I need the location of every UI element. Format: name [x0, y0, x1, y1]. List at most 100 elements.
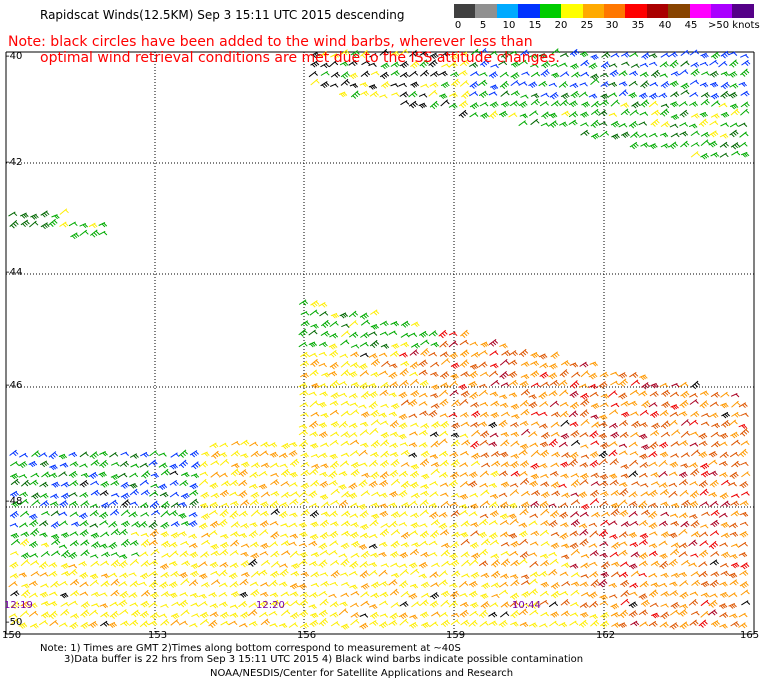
wind-barb — [30, 571, 40, 577]
wind-barb — [529, 442, 539, 448]
wind-barb — [88, 471, 98, 479]
scale-label: 0 — [454, 20, 462, 31]
wind-barb — [400, 591, 410, 598]
wind-barb — [250, 450, 260, 458]
wind-barb — [108, 499, 119, 506]
wind-barb — [500, 451, 509, 458]
wind-barb — [289, 591, 299, 597]
wind-barb — [700, 524, 709, 529]
wind-barb — [658, 92, 668, 99]
wind-barb — [611, 133, 620, 140]
wind-barb — [459, 412, 469, 418]
wind-barb — [469, 81, 479, 89]
color-scale-labels: 0 5 10 15 20 25 30 35 40 45 >50 knots — [454, 18, 760, 32]
wind-barb — [730, 142, 740, 150]
wind-barb — [598, 433, 608, 440]
wind-barb — [360, 490, 370, 497]
wind-barb — [450, 362, 460, 370]
wind-barb — [429, 600, 439, 608]
wind-barb — [419, 530, 429, 539]
wind-barb — [420, 484, 429, 490]
wind-barb — [689, 393, 698, 398]
wind-barb — [690, 571, 700, 577]
wind-barb — [408, 332, 418, 337]
wind-barb — [690, 468, 700, 477]
wind-barb — [550, 582, 560, 590]
wind-barb — [379, 510, 389, 518]
wind-barb — [419, 379, 429, 388]
wind-barb — [459, 592, 468, 598]
wind-barb — [628, 511, 638, 518]
wind-barb — [110, 473, 120, 480]
wind-barb — [599, 500, 609, 507]
wind-barb — [670, 101, 679, 108]
wind-barb — [540, 381, 550, 387]
wind-barb — [129, 540, 139, 546]
wind-barb — [690, 62, 700, 68]
wind-barb — [641, 400, 651, 408]
wind-barb — [110, 589, 120, 597]
wind-barb — [510, 90, 520, 97]
wind-barb — [160, 510, 170, 518]
wind-barb — [638, 552, 649, 560]
scale-swatch — [475, 4, 497, 18]
wind-barb — [258, 483, 268, 490]
wind-barb — [399, 442, 409, 447]
wind-barb — [588, 561, 598, 567]
wind-barb — [589, 459, 599, 468]
wind-barb — [158, 462, 168, 469]
wind-barb — [330, 499, 340, 506]
wind-barb — [50, 493, 59, 499]
wind-barb — [428, 89, 438, 97]
wind-barb — [408, 90, 418, 98]
wind-barb — [370, 471, 380, 480]
wind-barb — [71, 521, 80, 527]
wind-barb — [370, 371, 380, 378]
wind-barb — [260, 618, 270, 626]
scale-label: 25 — [580, 20, 594, 31]
wind-barb — [731, 150, 741, 156]
wind-barb — [470, 402, 480, 408]
wind-barb — [380, 523, 390, 528]
wind-barb — [98, 230, 108, 236]
wind-barb — [139, 551, 149, 558]
wind-barb — [360, 421, 369, 427]
wind-barb — [549, 471, 559, 477]
wind-barb — [389, 442, 399, 449]
wind-barb — [539, 449, 550, 458]
wind-barb — [729, 59, 739, 68]
wind-barb — [510, 621, 519, 627]
wind-barb — [290, 570, 300, 577]
wind-barb — [739, 531, 749, 538]
wind-barb — [420, 581, 430, 589]
wind-barb — [309, 400, 319, 408]
wind-barb — [670, 572, 680, 579]
wind-barb — [360, 319, 371, 326]
wind-barb — [550, 48, 561, 55]
wind-barb — [560, 419, 570, 427]
wind-barb — [508, 350, 518, 357]
wind-barb — [439, 351, 449, 358]
scale-swatch — [603, 4, 626, 18]
wind-barb — [628, 441, 638, 448]
wind-barb — [680, 419, 691, 426]
wind-barb — [478, 548, 489, 556]
wind-barb — [19, 538, 30, 547]
wind-barb — [530, 462, 540, 470]
wind-barb — [579, 511, 589, 518]
wind-barb — [268, 579, 278, 587]
wind-barb — [319, 310, 329, 317]
wind-barb — [340, 558, 350, 567]
wind-barb — [701, 511, 710, 517]
wind-barb — [450, 71, 460, 78]
wind-barb — [730, 543, 740, 548]
wind-barb — [280, 591, 290, 597]
wind-barb — [671, 383, 680, 388]
wind-barb — [571, 71, 581, 78]
wind-barb — [548, 601, 559, 608]
wind-barb — [131, 609, 141, 618]
wind-barb — [589, 530, 599, 538]
wind-barb — [49, 464, 58, 471]
wind-barb — [630, 411, 639, 416]
